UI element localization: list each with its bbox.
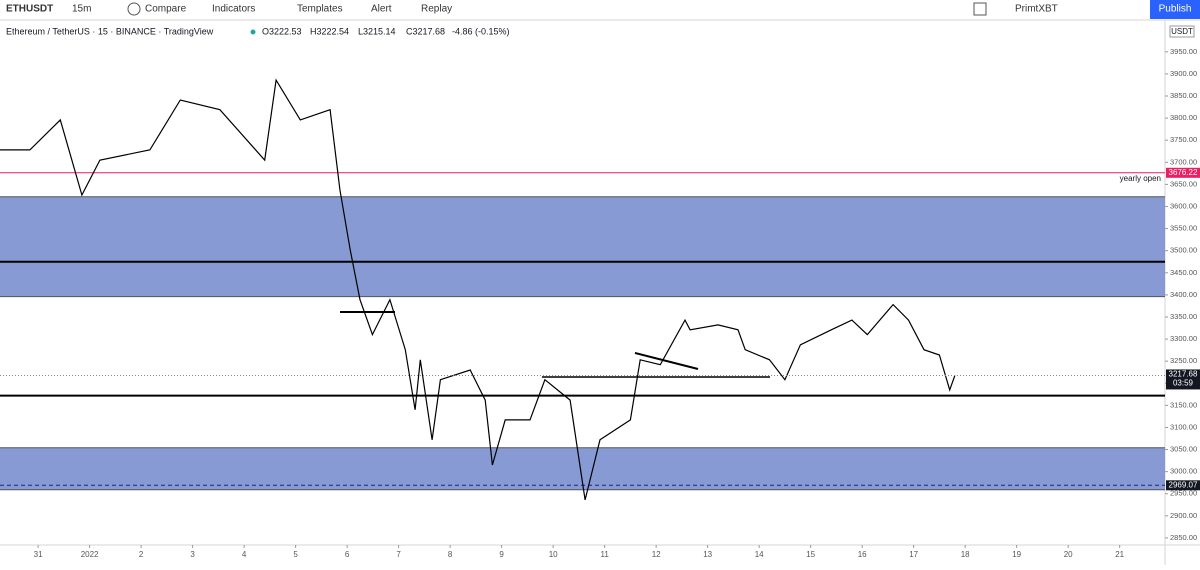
x-tick-label: 14 bbox=[755, 550, 764, 559]
x-tick-label: 13 bbox=[703, 550, 712, 559]
y-tick-label: 3250.00 bbox=[1170, 356, 1197, 365]
y-tick-label: 3800.00 bbox=[1170, 113, 1197, 122]
x-tick-label: 2022 bbox=[81, 550, 99, 559]
x-tick-label: 10 bbox=[549, 550, 558, 559]
y-tick-label: 3900.00 bbox=[1170, 69, 1197, 78]
yearly-open-note: yearly open bbox=[1120, 174, 1161, 183]
currency: USDT bbox=[1171, 27, 1193, 36]
x-tick-label: 18 bbox=[961, 550, 970, 559]
x-tick-label: 17 bbox=[909, 550, 918, 559]
y-tick-label: 3500.00 bbox=[1170, 246, 1197, 255]
legend-high: H3222.54 bbox=[310, 26, 349, 36]
x-tick-label: 19 bbox=[1012, 550, 1021, 559]
y-tick-label: 3600.00 bbox=[1170, 201, 1197, 210]
plot bbox=[0, 78, 1165, 501]
y-tick-label: 3000.00 bbox=[1170, 467, 1197, 476]
legend-title: Ethereum / TetherUS · 15 · BINANCE · Tra… bbox=[6, 26, 214, 36]
price-badge bbox=[1166, 369, 1200, 390]
x-tick-label: 9 bbox=[499, 550, 504, 559]
templates[interactable]: Templates bbox=[297, 4, 343, 15]
legend-low: L3215.14 bbox=[358, 26, 396, 36]
compare-icon bbox=[127, 2, 141, 16]
y-tick-label: 3400.00 bbox=[1170, 290, 1197, 299]
y-tick-label: 3550.00 bbox=[1170, 224, 1197, 233]
x-tick-label: 15 bbox=[806, 550, 815, 559]
x-tick-label: 20 bbox=[1064, 550, 1073, 559]
x-tick-label: 7 bbox=[396, 550, 401, 559]
x-tick-label: 4 bbox=[242, 550, 247, 559]
y-tick-label: 3850.00 bbox=[1170, 91, 1197, 100]
y-tick-label: 2950.00 bbox=[1170, 489, 1197, 498]
symbol[interactable]: ETHUSDT bbox=[6, 4, 53, 15]
legend-open: O3222.53 bbox=[262, 26, 302, 36]
price-badge-label: 3676.22 bbox=[1169, 168, 1198, 177]
x-tick-label: 2 bbox=[139, 550, 144, 559]
alert[interactable]: Alert bbox=[371, 4, 392, 15]
y-tick-label: 2900.00 bbox=[1170, 511, 1197, 520]
price-badge-label: 2969.07 bbox=[1169, 480, 1198, 489]
publish-button[interactable] bbox=[1150, 0, 1200, 19]
replay[interactable]: Replay bbox=[421, 4, 452, 15]
drawn-trendline bbox=[634, 352, 699, 370]
x-tick-label: 21 bbox=[1115, 550, 1124, 559]
x-tick-label: 31 bbox=[34, 550, 43, 559]
x-tick-label: 11 bbox=[600, 550, 609, 559]
countdown: 03:59 bbox=[1173, 379, 1194, 388]
publish[interactable]: Publish bbox=[1159, 4, 1192, 15]
legend-change: -4.86 (-0.15%) bbox=[452, 26, 510, 36]
x-tick-label: 5 bbox=[293, 550, 298, 559]
legend-close: C3217.68 bbox=[406, 26, 445, 36]
layout-icon[interactable] bbox=[973, 2, 987, 16]
y-tick-label: 3450.00 bbox=[1170, 268, 1197, 277]
y-tick-label: 3750.00 bbox=[1170, 135, 1197, 144]
price-badge bbox=[1166, 480, 1200, 491]
compare[interactable]: Compare bbox=[145, 4, 187, 15]
y-tick-label: 3700.00 bbox=[1170, 157, 1197, 166]
price-line bbox=[0, 78, 956, 501]
broker[interactable]: PrimtXBT bbox=[1015, 4, 1058, 15]
interval[interactable]: 15m bbox=[72, 4, 91, 15]
x-tick-label: 6 bbox=[345, 550, 350, 559]
y-tick-label: 3950.00 bbox=[1170, 47, 1197, 56]
currency-badge[interactable] bbox=[1169, 25, 1195, 38]
indicators[interactable]: Indicators bbox=[212, 4, 255, 15]
status-dot bbox=[250, 29, 256, 35]
x-tick-label: 3 bbox=[190, 550, 195, 559]
x-tick-label: 16 bbox=[858, 550, 867, 559]
price-badge-label: 3217.68 bbox=[1169, 370, 1198, 379]
y-tick-label: 3150.00 bbox=[1170, 400, 1197, 409]
y-tick-label: 3050.00 bbox=[1170, 445, 1197, 454]
y-tick-label: 3350.00 bbox=[1170, 312, 1197, 321]
toolbar bbox=[0, 0, 1200, 20]
y-tick-label: 2850.00 bbox=[1170, 533, 1197, 542]
y-tick-label: 3300.00 bbox=[1170, 334, 1197, 343]
y-tick-label: 3100.00 bbox=[1170, 422, 1197, 431]
y-tick-label: 3650.00 bbox=[1170, 179, 1197, 188]
x-tick-label: 8 bbox=[448, 550, 453, 559]
price-badge bbox=[1166, 167, 1200, 178]
x-tick-label: 12 bbox=[652, 550, 661, 559]
zone bbox=[0, 196, 1165, 297]
